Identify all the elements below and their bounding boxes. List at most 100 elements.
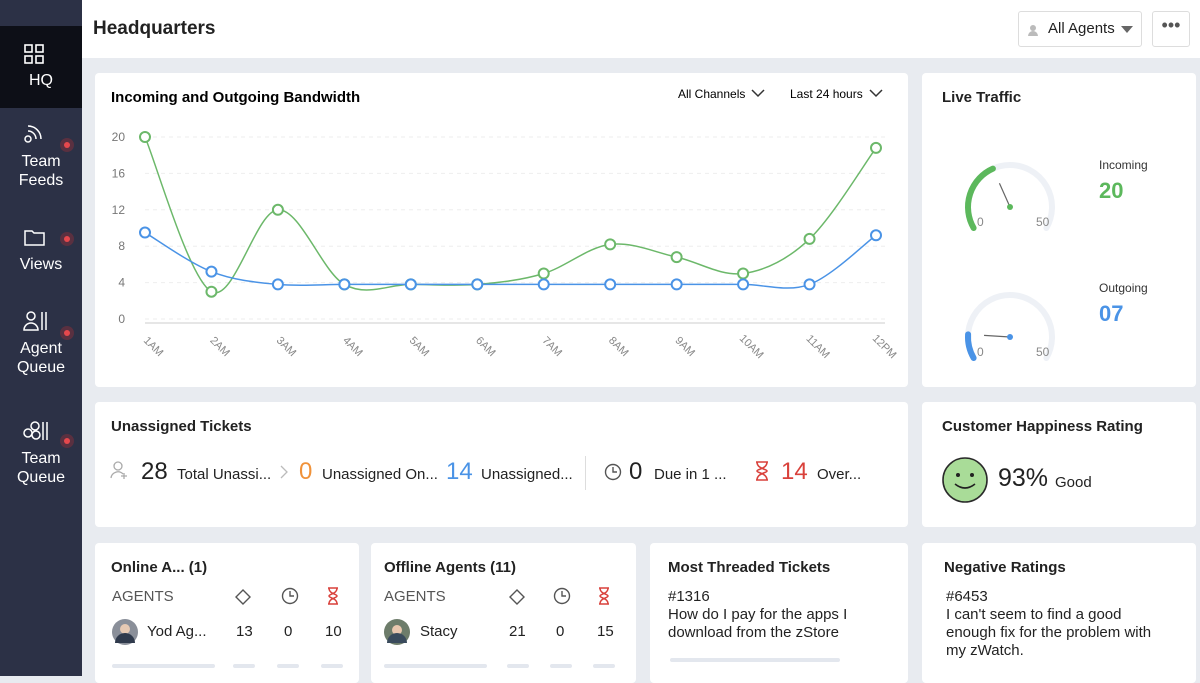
data-point: [870, 141, 882, 154]
ticket-text[interactable]: How do I pay for the apps I download fro…: [668, 606, 848, 641]
gauge-max: 50: [1036, 345, 1050, 359]
time-filter[interactable]: Last 24 hours: [790, 87, 863, 101]
stat-label: Over...: [817, 466, 862, 483]
stat-value: 14: [781, 458, 808, 485]
data-point: [803, 278, 816, 291]
panel-title: Unassigned Tickets: [111, 418, 252, 435]
nav-label: Team: [21, 153, 61, 170]
ticket-id: #1316: [668, 588, 710, 605]
gauge-min: 0: [977, 215, 984, 229]
nav-views[interactable]: Views: [0, 255, 82, 274]
y-tick-label: 20: [112, 130, 126, 144]
gauge-arc: [965, 331, 977, 361]
panel-title: Most Threaded Tickets: [668, 559, 831, 576]
ticket-text[interactable]: I can't seem to find a good enough fix f…: [946, 606, 1152, 659]
negative-panel: Negative Ratings #6453 I can't seem to f…: [922, 543, 1196, 683]
y-tick-label: 12: [112, 203, 126, 217]
gauge-hub: [1007, 204, 1013, 210]
placeholder: [507, 664, 529, 668]
clock-icon: [604, 463, 622, 481]
x-tick-label: 8AM: [606, 335, 630, 359]
placeholder: [550, 664, 572, 668]
agent-filter-label: All Agents: [1048, 20, 1115, 37]
cell: 10: [325, 623, 342, 640]
gauge-max: 50: [1036, 215, 1050, 229]
column-icons: [509, 587, 609, 605]
agent-filter[interactable]: All Agents: [1018, 11, 1142, 47]
threaded-panel: Most Threaded Tickets #1316 How do I pay…: [650, 543, 908, 683]
data-point: [205, 285, 218, 298]
alert-dot: [60, 138, 74, 152]
x-tick-label: 10AM: [737, 332, 766, 361]
cell: 13: [236, 623, 253, 640]
data-point: [537, 267, 550, 280]
column-header: AGENTS: [384, 588, 446, 605]
ticket-id: #6453: [946, 588, 988, 605]
data-point: [670, 278, 683, 291]
placeholder: [593, 664, 615, 668]
sidebar: HQ Team Feeds Views Agent Queue Team Queue: [0, 0, 82, 676]
active-item: [0, 26, 82, 108]
placeholder: [670, 658, 840, 662]
chart-title: Incoming and Outgoing Bandwidth: [111, 89, 360, 106]
column-icons: [235, 587, 338, 605]
series-line: [144, 231, 877, 289]
hourglass-icon: [756, 461, 768, 481]
gauge-arc: [965, 165, 996, 231]
nav-team-feeds[interactable]: Team Feeds: [0, 152, 82, 190]
data-point: [604, 278, 617, 291]
team-queue-icon: [23, 421, 48, 440]
x-tick-label: 4AM: [340, 335, 364, 359]
x-tick-label: 5AM: [407, 335, 431, 359]
offline-agents-panel: Offline Agents (11) AGENTS Stacy 21 0 15: [371, 543, 636, 683]
gauge-label: Incoming: [1099, 158, 1148, 172]
placeholder: [321, 664, 343, 668]
feeds-icon: [24, 125, 42, 143]
x-tick-label: 3AM: [274, 335, 298, 359]
column-header: AGENTS: [112, 588, 174, 605]
alert-dot: [60, 326, 74, 340]
panel-title: Negative Ratings: [944, 559, 1066, 576]
data-point: [338, 278, 351, 291]
cell: 15: [597, 623, 614, 640]
stat-label: Total Unassi...: [177, 466, 272, 483]
data-point: [471, 278, 484, 291]
gauge-value: 20: [1099, 178, 1123, 203]
data-point: [670, 251, 683, 264]
y-tick-label: 4: [118, 276, 125, 290]
live-traffic-panel: Live Traffic 0 50 Incoming 20 0 50 Outgoing 07: [922, 73, 1196, 387]
nav-label: Queue: [16, 359, 66, 376]
happiness-label: Good: [1055, 474, 1092, 491]
caret: [751, 89, 765, 98]
channel-filter[interactable]: All Channels: [678, 87, 745, 101]
data-point: [803, 232, 816, 245]
nav-hq[interactable]: HQ: [0, 71, 82, 90]
placeholder: [277, 664, 299, 668]
x-tick-label: 9AM: [673, 335, 697, 359]
panel-title: Customer Happiness Rating: [942, 418, 1143, 435]
stat-value: 0: [299, 458, 313, 485]
alert-dot: [60, 434, 74, 448]
panel-title: Online A... (1): [111, 559, 208, 576]
agent-name: Stacy: [420, 623, 458, 640]
y-tick-label: 8: [118, 239, 125, 253]
smiley-icon: [942, 457, 988, 503]
data-point: [604, 238, 617, 251]
data-point: [737, 267, 750, 280]
unassigned-panel: Unassigned Tickets 28 Total Unassi... 0 …: [95, 402, 908, 527]
data-point: [870, 229, 882, 242]
user-icon: [1028, 25, 1038, 36]
x-tick-label: 12PM: [870, 332, 899, 361]
nav-agent-queue[interactable]: Agent Queue: [0, 339, 82, 377]
nav-label: Queue: [16, 469, 66, 486]
stat-label: Due in 1 ...: [654, 466, 727, 483]
cell: 0: [284, 623, 293, 640]
stat-value: 28: [141, 458, 168, 485]
page-title: Headquarters: [93, 18, 216, 39]
x-tick-label: 1AM: [141, 335, 165, 359]
more-button[interactable]: •••: [1152, 11, 1190, 47]
gauge-needle: [984, 334, 1011, 338]
nav-team-queue[interactable]: Team Queue: [0, 449, 82, 487]
header: [0, 0, 1200, 58]
